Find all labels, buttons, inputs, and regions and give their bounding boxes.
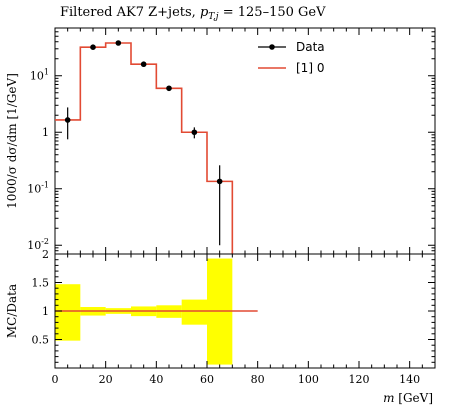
ratio-x-tick-label: 120 — [349, 373, 370, 386]
main-y-axis-label: 1000/σ dσ/dm [1/GeV] — [5, 73, 19, 209]
data-point — [140, 61, 147, 68]
data-point — [90, 44, 96, 51]
data-points — [64, 40, 223, 246]
uncertainty-band-bin — [55, 284, 81, 341]
main-x-ticks — [54, 28, 436, 254]
ratio-panel: 0.5 1 1.5 2 0 20 40 60 80 100 120 140 MC/Data m [G… — [5, 248, 436, 405]
main-y-tick-label: 1 — [42, 126, 49, 139]
main-plot-frame — [54, 27, 436, 255]
chart-title: Filtered AK7 Z+jets, pT,j = 125–150 GeV — [60, 5, 326, 22]
main-y-tick-label: 10-1 — [27, 181, 49, 196]
legend: Data [1] 0 — [258, 40, 325, 75]
ratio-x-tick-label: 40 — [149, 373, 163, 386]
data-point — [115, 40, 122, 46]
legend-label-mc: [1] 0 — [296, 61, 324, 75]
mc-histogram-line — [55, 42, 234, 254]
data-point — [216, 178, 223, 185]
ratio-x-tick-label: 140 — [399, 373, 420, 386]
uncertainty-band-bin — [181, 299, 207, 325]
main-y-axis: 10-2 10-1 1 101 — [27, 27, 435, 255]
main-y-tick-label: 10-2 — [27, 237, 49, 252]
ratio-x-tick-label: 20 — [99, 373, 113, 386]
legend-label-data: Data — [296, 40, 325, 54]
ratio-x-tick-label: 80 — [251, 373, 265, 386]
data-point — [64, 117, 71, 123]
ratio-y-axis: 0.5 1 1.5 2 — [32, 248, 435, 363]
ratio-y-tick-label: 1 — [42, 305, 49, 318]
ratio-y-tick-label: 2 — [42, 248, 49, 261]
x-axis-label: m [GeV] — [383, 391, 433, 405]
ratio-x-tick-label: 100 — [298, 373, 319, 386]
mc-histogram — [55, 42, 234, 254]
data-point — [166, 85, 172, 92]
ratio-x-tick-label: 0 — [52, 373, 59, 386]
ratio-y-tick-label: 1.5 — [32, 277, 50, 290]
main-y-tick-label: 101 — [30, 68, 49, 83]
data-point — [191, 129, 198, 136]
ratio-x-tick-label: 60 — [200, 373, 214, 386]
ratio-x-axis: 0 20 40 60 80 100 120 140 — [52, 254, 436, 386]
ratio-y-tick-label: 0.5 — [32, 334, 50, 347]
main-panel: 10-2 10-1 1 101 1000/σ dσ/dm [1/GeV] Data [… — [5, 27, 436, 255]
legend-data-marker — [269, 44, 275, 50]
ratio-y-axis-label: MC/Data — [5, 284, 19, 338]
